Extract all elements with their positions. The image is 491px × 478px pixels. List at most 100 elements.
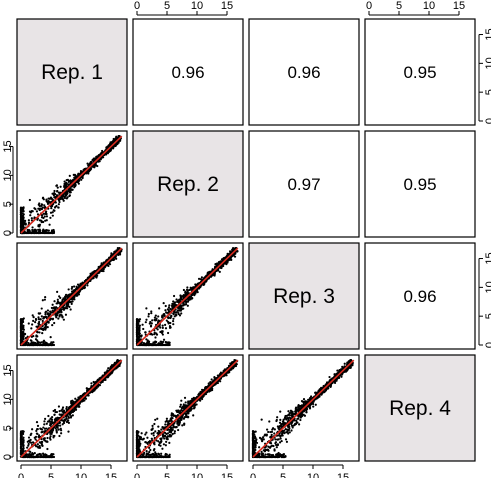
data-point [36, 445, 39, 448]
data-point [40, 341, 43, 344]
data-point [158, 343, 162, 346]
data-point [150, 432, 153, 435]
data-point [182, 295, 185, 299]
data-point [66, 190, 69, 193]
data-point [28, 231, 31, 235]
data-point [53, 189, 56, 193]
data-point [179, 309, 182, 312]
data-point [36, 343, 39, 347]
data-point [50, 207, 53, 210]
data-point [34, 317, 38, 321]
data-point [211, 273, 214, 277]
data-point [74, 174, 77, 177]
data-point [57, 405, 61, 408]
data-point [46, 420, 50, 423]
data-point [70, 290, 74, 293]
data-point [36, 455, 39, 459]
data-point [37, 322, 41, 326]
data-point [155, 343, 158, 347]
data-point [27, 219, 30, 222]
data-point [144, 343, 147, 347]
correlation-value: 0.95 [403, 175, 436, 194]
data-point [72, 400, 75, 403]
data-point [213, 272, 216, 276]
data-point [45, 440, 49, 443]
data-point [200, 276, 203, 279]
data-point [92, 380, 95, 384]
variable-label: Rep. 3 [273, 285, 335, 308]
data-point [22, 209, 25, 212]
data-point [187, 298, 190, 301]
data-point [92, 271, 96, 274]
data-point [63, 180, 66, 183]
data-point [154, 336, 157, 339]
data-point [55, 316, 58, 319]
data-point [42, 220, 45, 224]
data-point [43, 420, 46, 423]
data-point [173, 430, 177, 433]
data-point [179, 405, 182, 408]
data-point [68, 194, 71, 197]
data-point [78, 179, 81, 182]
data-point [176, 309, 179, 312]
data-point [19, 209, 23, 212]
data-point [46, 309, 50, 312]
data-point [80, 178, 83, 181]
data-point [76, 175, 79, 178]
data-point [41, 343, 44, 347]
data-point [71, 414, 74, 417]
data-point [35, 432, 38, 435]
data-point [51, 214, 54, 217]
data-point [45, 212, 48, 216]
data-point [180, 312, 183, 315]
data-point [47, 202, 50, 205]
data-point [138, 324, 141, 327]
data-point [153, 333, 156, 336]
data-point [65, 303, 68, 306]
data-point [95, 274, 98, 277]
data-point [38, 320, 41, 324]
data-point [172, 323, 175, 326]
data-point [21, 207, 24, 210]
data-point [66, 304, 70, 307]
data-point [29, 450, 32, 453]
data-point [35, 421, 39, 424]
data-point [117, 247, 120, 250]
data-point [24, 332, 27, 336]
data-point [69, 189, 72, 192]
data-point [111, 140, 114, 143]
data-point [37, 225, 40, 228]
data-point [226, 259, 229, 263]
data-point [178, 314, 182, 317]
data-point [44, 229, 47, 232]
data-point [30, 327, 33, 330]
data-point [39, 231, 43, 235]
data-point [171, 302, 174, 306]
data-point [36, 424, 40, 427]
data-point [46, 231, 49, 235]
data-point [146, 436, 149, 439]
data-point [20, 216, 23, 219]
data-point [30, 432, 33, 435]
data-point [34, 435, 38, 438]
data-point [152, 341, 155, 344]
data-point [45, 210, 48, 213]
data-point [25, 231, 29, 235]
data-point [40, 207, 43, 210]
correlation-value: 0.97 [287, 175, 320, 194]
data-point [67, 430, 70, 433]
data-point [53, 306, 56, 309]
data-point [66, 178, 70, 181]
data-point [179, 304, 182, 308]
data-point [31, 428, 34, 431]
data-point [172, 320, 175, 323]
data-point [161, 447, 164, 450]
data-point [41, 444, 44, 447]
data-point [91, 271, 94, 274]
data-point [81, 399, 84, 403]
data-point [81, 282, 84, 285]
correlation-panel [364, 18, 476, 126]
data-point [44, 417, 47, 420]
data-point [55, 429, 58, 432]
